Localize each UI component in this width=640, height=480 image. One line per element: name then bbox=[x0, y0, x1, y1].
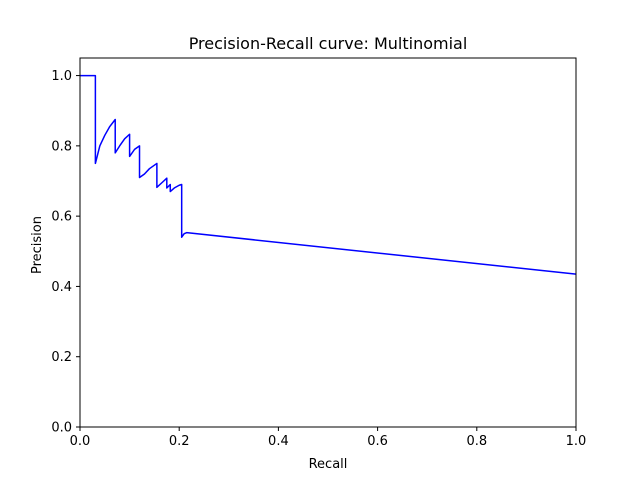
x-tick-label: 0.4 bbox=[268, 434, 289, 449]
y-tick-label: 0.4 bbox=[51, 280, 72, 295]
x-tick-label: 1.0 bbox=[566, 434, 587, 449]
series-layer bbox=[80, 74, 577, 275]
plot-frame bbox=[79, 57, 577, 428]
y-tick-label: 0.0 bbox=[51, 421, 72, 436]
y-axis-ticks: 0.0 0.2 0.4 0.6 0.8 1.0 bbox=[51, 69, 80, 436]
x-tick-label: 0.8 bbox=[466, 434, 487, 449]
x-axis-ticks: 0.0 0.2 0.4 0.6 0.8 1.0 bbox=[70, 427, 587, 449]
y-axis-label: Precision bbox=[30, 216, 45, 274]
pr-curve-line bbox=[80, 74, 577, 275]
x-tick-label: 0.6 bbox=[367, 434, 388, 449]
y-tick-label: 0.8 bbox=[51, 139, 72, 154]
x-tick-label: 0.0 bbox=[70, 434, 91, 449]
x-tick-label: 0.2 bbox=[169, 434, 190, 449]
y-tick-label: 0.2 bbox=[51, 350, 72, 365]
chart-title: Precision-Recall curve: Multinomial bbox=[189, 34, 468, 53]
y-tick-label: 0.6 bbox=[51, 210, 72, 225]
x-axis-label: Recall bbox=[309, 457, 348, 472]
y-tick-label: 1.0 bbox=[51, 69, 72, 84]
